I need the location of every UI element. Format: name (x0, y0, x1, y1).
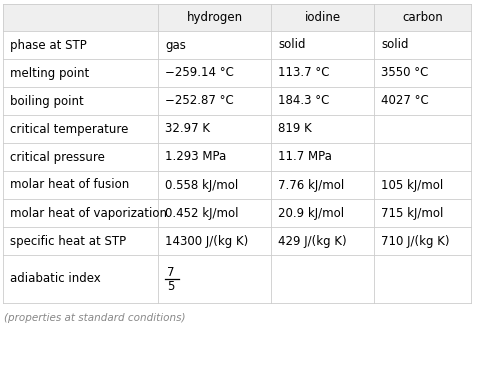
Text: (properties at standard conditions): (properties at standard conditions) (4, 313, 185, 323)
Text: critical pressure: critical pressure (10, 150, 105, 164)
Text: critical temperature: critical temperature (10, 123, 128, 135)
Text: 819 K: 819 K (278, 123, 312, 135)
Text: 4027 °C: 4027 °C (381, 94, 429, 108)
Text: solid: solid (381, 39, 408, 51)
Text: carbon: carbon (402, 11, 443, 24)
Text: 429 J/(kg K): 429 J/(kg K) (278, 234, 347, 248)
Text: 184.3 °C: 184.3 °C (278, 94, 329, 108)
Text: hydrogen: hydrogen (186, 11, 243, 24)
Text: boiling point: boiling point (10, 94, 84, 108)
Text: 113.7 °C: 113.7 °C (278, 66, 330, 80)
Text: melting point: melting point (10, 66, 89, 80)
Text: molar heat of vaporization: molar heat of vaporization (10, 207, 167, 219)
Text: 7.76 kJ/mol: 7.76 kJ/mol (278, 178, 344, 192)
Text: 0.452 kJ/mol: 0.452 kJ/mol (165, 207, 239, 219)
Text: 105 kJ/mol: 105 kJ/mol (381, 178, 443, 192)
Text: 5: 5 (167, 279, 174, 292)
Text: gas: gas (165, 39, 186, 51)
Text: 32.97 K: 32.97 K (165, 123, 210, 135)
Text: 14300 J/(kg K): 14300 J/(kg K) (165, 234, 248, 248)
Bar (3, 4, 471, 31)
Text: solid: solid (278, 39, 305, 51)
Text: −252.87 °C: −252.87 °C (165, 94, 234, 108)
Text: 1.293 MPa: 1.293 MPa (165, 150, 226, 164)
Text: 715 kJ/mol: 715 kJ/mol (381, 207, 443, 219)
Text: specific heat at STP: specific heat at STP (10, 234, 126, 248)
Text: adiabatic index: adiabatic index (10, 273, 101, 285)
Text: −259.14 °C: −259.14 °C (165, 66, 234, 80)
Text: 710 J/(kg K): 710 J/(kg K) (381, 234, 450, 248)
Text: 7: 7 (167, 266, 174, 279)
Text: phase at STP: phase at STP (10, 39, 87, 51)
Text: 11.7 MPa: 11.7 MPa (278, 150, 332, 164)
Text: molar heat of fusion: molar heat of fusion (10, 178, 129, 192)
Text: 0.558 kJ/mol: 0.558 kJ/mol (165, 178, 238, 192)
Text: 3550 °C: 3550 °C (381, 66, 428, 80)
Text: 20.9 kJ/mol: 20.9 kJ/mol (278, 207, 344, 219)
Text: iodine: iodine (304, 11, 341, 24)
